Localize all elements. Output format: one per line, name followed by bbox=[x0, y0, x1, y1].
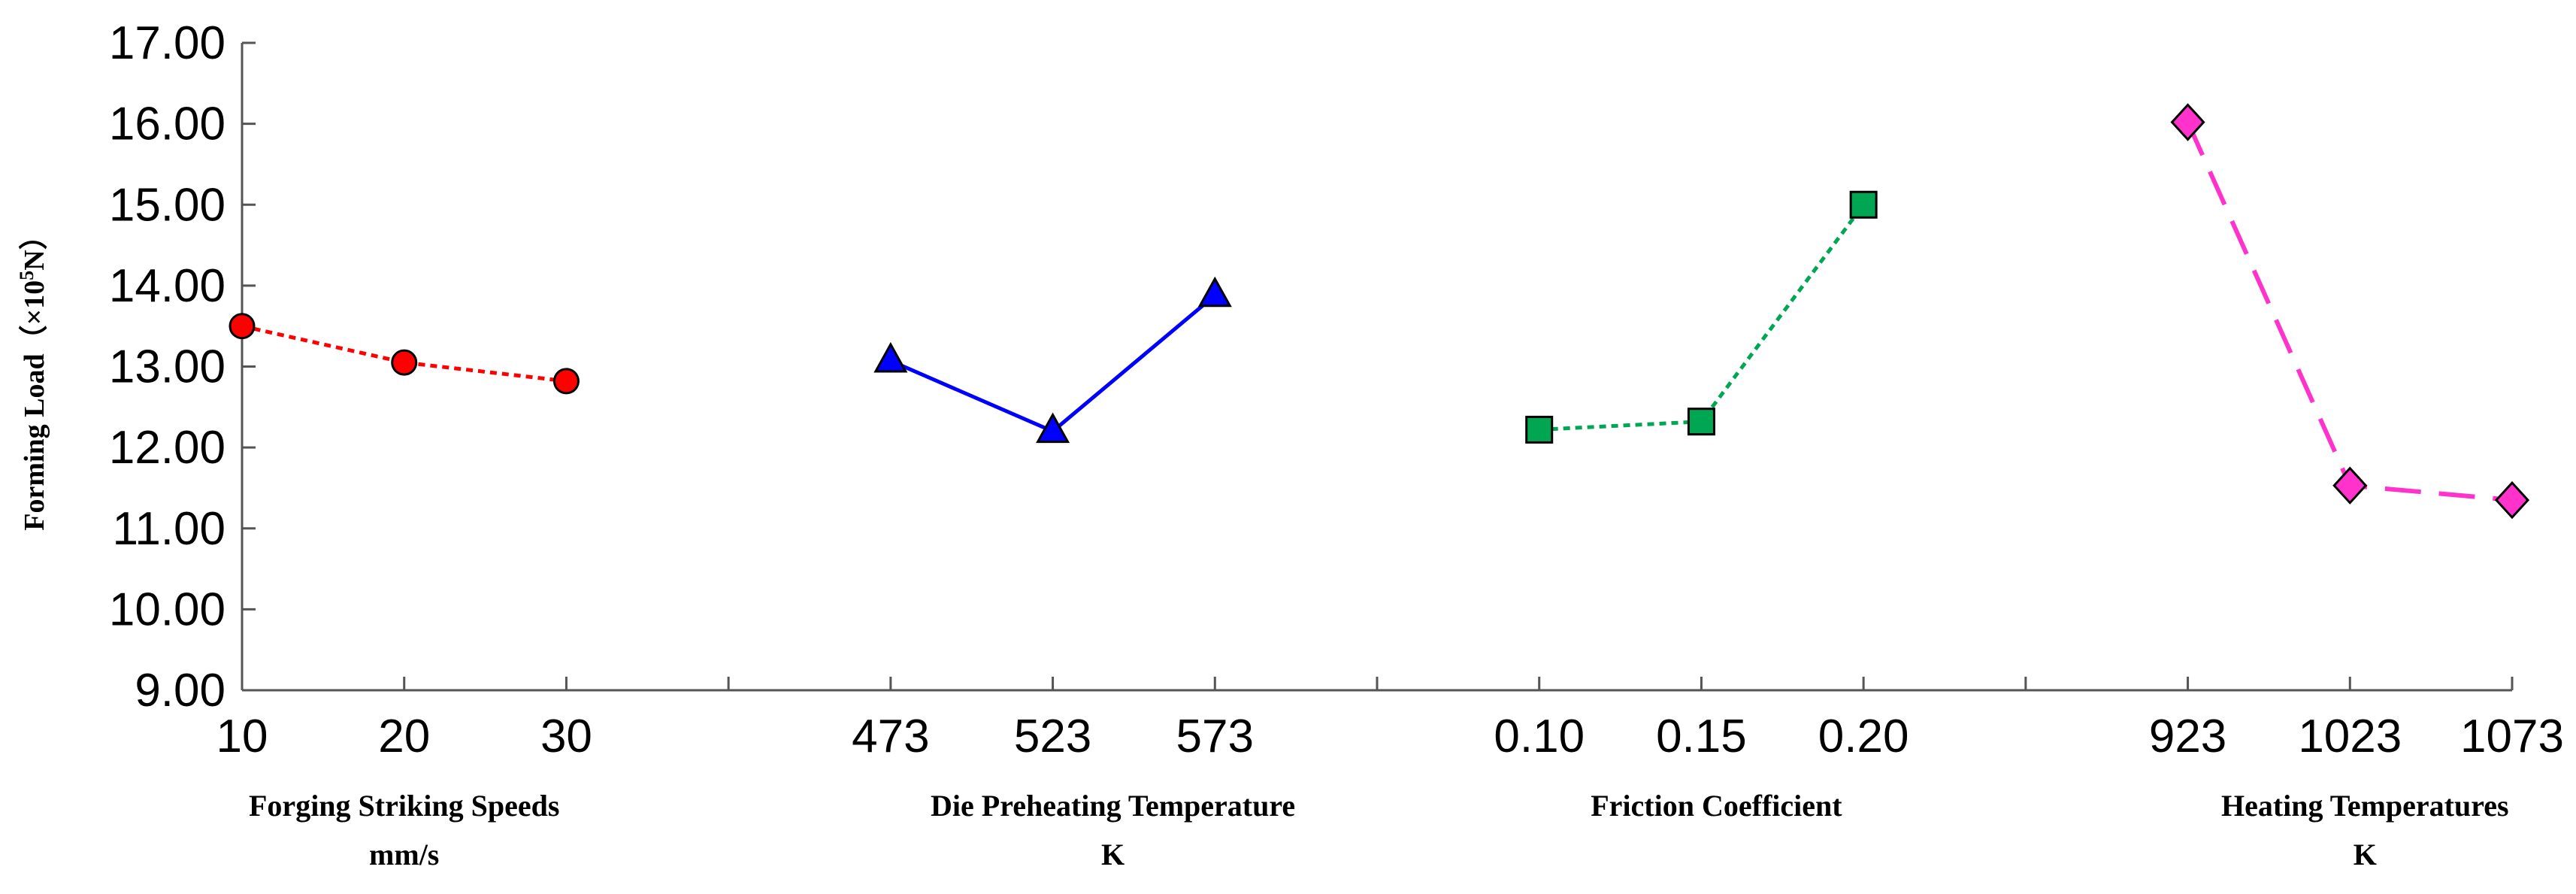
data-point bbox=[1525, 415, 1554, 444]
group-label: Forging Striking Speeds bbox=[249, 789, 559, 823]
data-point bbox=[552, 368, 580, 395]
series-layer bbox=[229, 103, 2530, 520]
x-tick-label: 0.10 bbox=[1494, 711, 1585, 762]
data-point bbox=[1036, 412, 1070, 444]
y-axis-title: Forming Load（×105N） bbox=[16, 221, 50, 531]
x-tick-label: 0.20 bbox=[1818, 711, 1909, 762]
x-tick-label: 20 bbox=[378, 711, 430, 762]
x-tick-label: 10 bbox=[216, 711, 268, 762]
x-tick-label: 1023 bbox=[2298, 711, 2402, 762]
x-tick-label: 30 bbox=[540, 711, 592, 762]
x-tick-label: 1073 bbox=[2460, 711, 2564, 762]
x-axis: 10 20 30 473 523 573 0.10 0.15 0.20 923 1023 1073 bbox=[216, 677, 2564, 762]
y-tick-label: 11.00 bbox=[112, 503, 226, 555]
y-axis: 9.00 10.00 11.00 12.00 13.00 14.00 15.00 16.00 1… bbox=[109, 17, 256, 717]
data-point bbox=[1197, 276, 1232, 308]
x-tick-label: 923 bbox=[2149, 711, 2226, 762]
group-unit-label: mm/s bbox=[369, 838, 439, 871]
group-unit-label: K bbox=[1101, 838, 1125, 871]
y-tick-label: 15.00 bbox=[109, 179, 226, 231]
x-tick-label: 573 bbox=[1176, 711, 1254, 762]
group-label: Friction Coefficient bbox=[1591, 789, 1842, 823]
y-tick-label: 10.00 bbox=[109, 583, 226, 635]
group-label: Heating Temperatures bbox=[2221, 789, 2509, 823]
series-line-heating-temperatures bbox=[2185, 121, 2513, 503]
group-unit-label: K bbox=[2354, 838, 2377, 871]
group-label: Die Preheating Temperature bbox=[931, 789, 1295, 823]
y-tick-label: 17.00 bbox=[109, 17, 226, 69]
x-tick-label: 523 bbox=[1014, 711, 1091, 762]
data-point bbox=[2494, 480, 2530, 520]
y-tick-label: 9.00 bbox=[135, 665, 226, 717]
y-tick-label: 12.00 bbox=[109, 422, 226, 474]
data-point bbox=[229, 313, 256, 340]
data-point bbox=[1849, 190, 1878, 219]
data-point bbox=[2332, 466, 2368, 505]
data-point bbox=[391, 349, 418, 376]
series-line-friction-coefficient bbox=[1539, 203, 1866, 432]
y-tick-label: 13.00 bbox=[109, 341, 226, 393]
group-labels: Forging Striking Speeds mm/s Die Preheatin… bbox=[249, 789, 2509, 871]
series-line-die-preheating-temperature bbox=[889, 293, 1216, 434]
x-tick-label: 473 bbox=[852, 711, 929, 762]
data-point bbox=[873, 341, 908, 373]
data-point bbox=[2170, 103, 2205, 141]
y-tick-label: 14.00 bbox=[109, 260, 226, 312]
x-tick-label: 0.15 bbox=[1656, 711, 1747, 762]
data-point bbox=[1687, 408, 1715, 436]
y-tick-label: 16.00 bbox=[109, 98, 226, 150]
